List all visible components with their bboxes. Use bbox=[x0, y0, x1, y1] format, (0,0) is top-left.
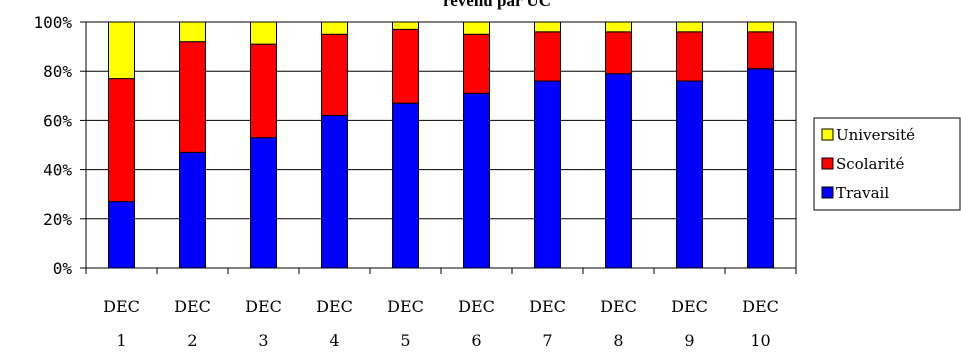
bar-segment-universit-6 bbox=[463, 21, 490, 35]
axes: 0% 20% 40% 60% 80% 100% DEC 1 DEC 2 DEC 3 DEC 4 DEC 5 DE… bbox=[33, 13, 797, 350]
x-category-label: DEC bbox=[103, 297, 140, 316]
y-tick-label: 40% bbox=[43, 161, 72, 180]
legend-label: Université bbox=[836, 126, 915, 144]
x-category-label: DEC bbox=[174, 297, 211, 316]
x-category-label: DEC bbox=[671, 297, 708, 316]
x-category-label: DEC bbox=[742, 297, 779, 316]
bar-segment-universit-1 bbox=[108, 21, 135, 80]
bar-segment-scolarit-2 bbox=[179, 41, 206, 153]
chart-title: revenu par UC bbox=[443, 0, 551, 10]
bar-segment-universit-4 bbox=[321, 21, 348, 35]
bar-segment-universit-2 bbox=[179, 21, 206, 43]
legend: Université Scolarité Travail bbox=[813, 117, 961, 211]
x-category-label: DEC bbox=[245, 297, 282, 316]
legend-label: Scolarité bbox=[836, 155, 904, 173]
bar-segment-scolarit-5 bbox=[392, 28, 419, 104]
bars bbox=[108, 21, 774, 269]
y-tick-label: 80% bbox=[43, 62, 72, 81]
x-category-label: 7 bbox=[542, 331, 552, 350]
legend-swatch bbox=[821, 157, 834, 170]
bar-segment-universit-5 bbox=[392, 21, 419, 30]
legend-swatch bbox=[821, 128, 834, 141]
x-category-label: DEC bbox=[529, 297, 566, 316]
bar-segment-travail-8 bbox=[605, 73, 632, 269]
bar-segment-universit-3 bbox=[250, 21, 277, 45]
bar-segment-universit-8 bbox=[605, 21, 632, 33]
x-category-label: DEC bbox=[316, 297, 353, 316]
bar-segment-scolarit-4 bbox=[321, 33, 348, 116]
x-category-label: DEC bbox=[600, 297, 637, 316]
bar-segment-scolarit-7 bbox=[534, 31, 561, 82]
x-category-label: 6 bbox=[471, 331, 481, 350]
y-tick-label: 60% bbox=[43, 111, 72, 130]
bar-segment-universit-7 bbox=[534, 21, 561, 33]
bar-segment-scolarit-3 bbox=[250, 43, 277, 139]
bar-segment-travail-5 bbox=[392, 102, 419, 269]
x-category-label: 5 bbox=[400, 331, 410, 350]
x-category-label: 9 bbox=[684, 331, 694, 350]
bar-segment-scolarit-6 bbox=[463, 33, 490, 94]
x-category-label: 4 bbox=[329, 331, 339, 350]
bar-segment-scolarit-1 bbox=[108, 78, 135, 203]
bar-segment-travail-2 bbox=[179, 151, 206, 269]
bar-segment-travail-10 bbox=[747, 68, 774, 269]
bar-segment-travail-4 bbox=[321, 114, 348, 269]
x-category-label: 8 bbox=[613, 331, 623, 350]
x-category-label: 3 bbox=[258, 331, 268, 350]
x-category-label: DEC bbox=[458, 297, 495, 316]
x-category-label: 2 bbox=[187, 331, 197, 350]
legend-swatch bbox=[821, 186, 834, 199]
bar-segment-universit-9 bbox=[676, 21, 703, 33]
bar-segment-travail-3 bbox=[250, 137, 277, 269]
bar-segment-travail-7 bbox=[534, 80, 561, 269]
x-category-label: 1 bbox=[116, 331, 126, 350]
y-tick-label: 100% bbox=[33, 13, 72, 32]
bar-segment-travail-6 bbox=[463, 92, 490, 269]
bar-segment-scolarit-8 bbox=[605, 31, 632, 75]
bar-segment-travail-9 bbox=[676, 80, 703, 269]
bar-segment-scolarit-9 bbox=[676, 31, 703, 82]
legend-label: Travail bbox=[836, 184, 889, 202]
y-tick-label: 20% bbox=[43, 210, 72, 229]
bar-segment-universit-10 bbox=[747, 21, 774, 33]
bar-segment-scolarit-10 bbox=[747, 31, 774, 70]
x-category-label: DEC bbox=[387, 297, 424, 316]
legend-box bbox=[813, 117, 961, 211]
x-category-label: 10 bbox=[750, 331, 770, 350]
y-tick-label: 0% bbox=[53, 259, 73, 278]
bar-segment-travail-1 bbox=[108, 201, 135, 269]
